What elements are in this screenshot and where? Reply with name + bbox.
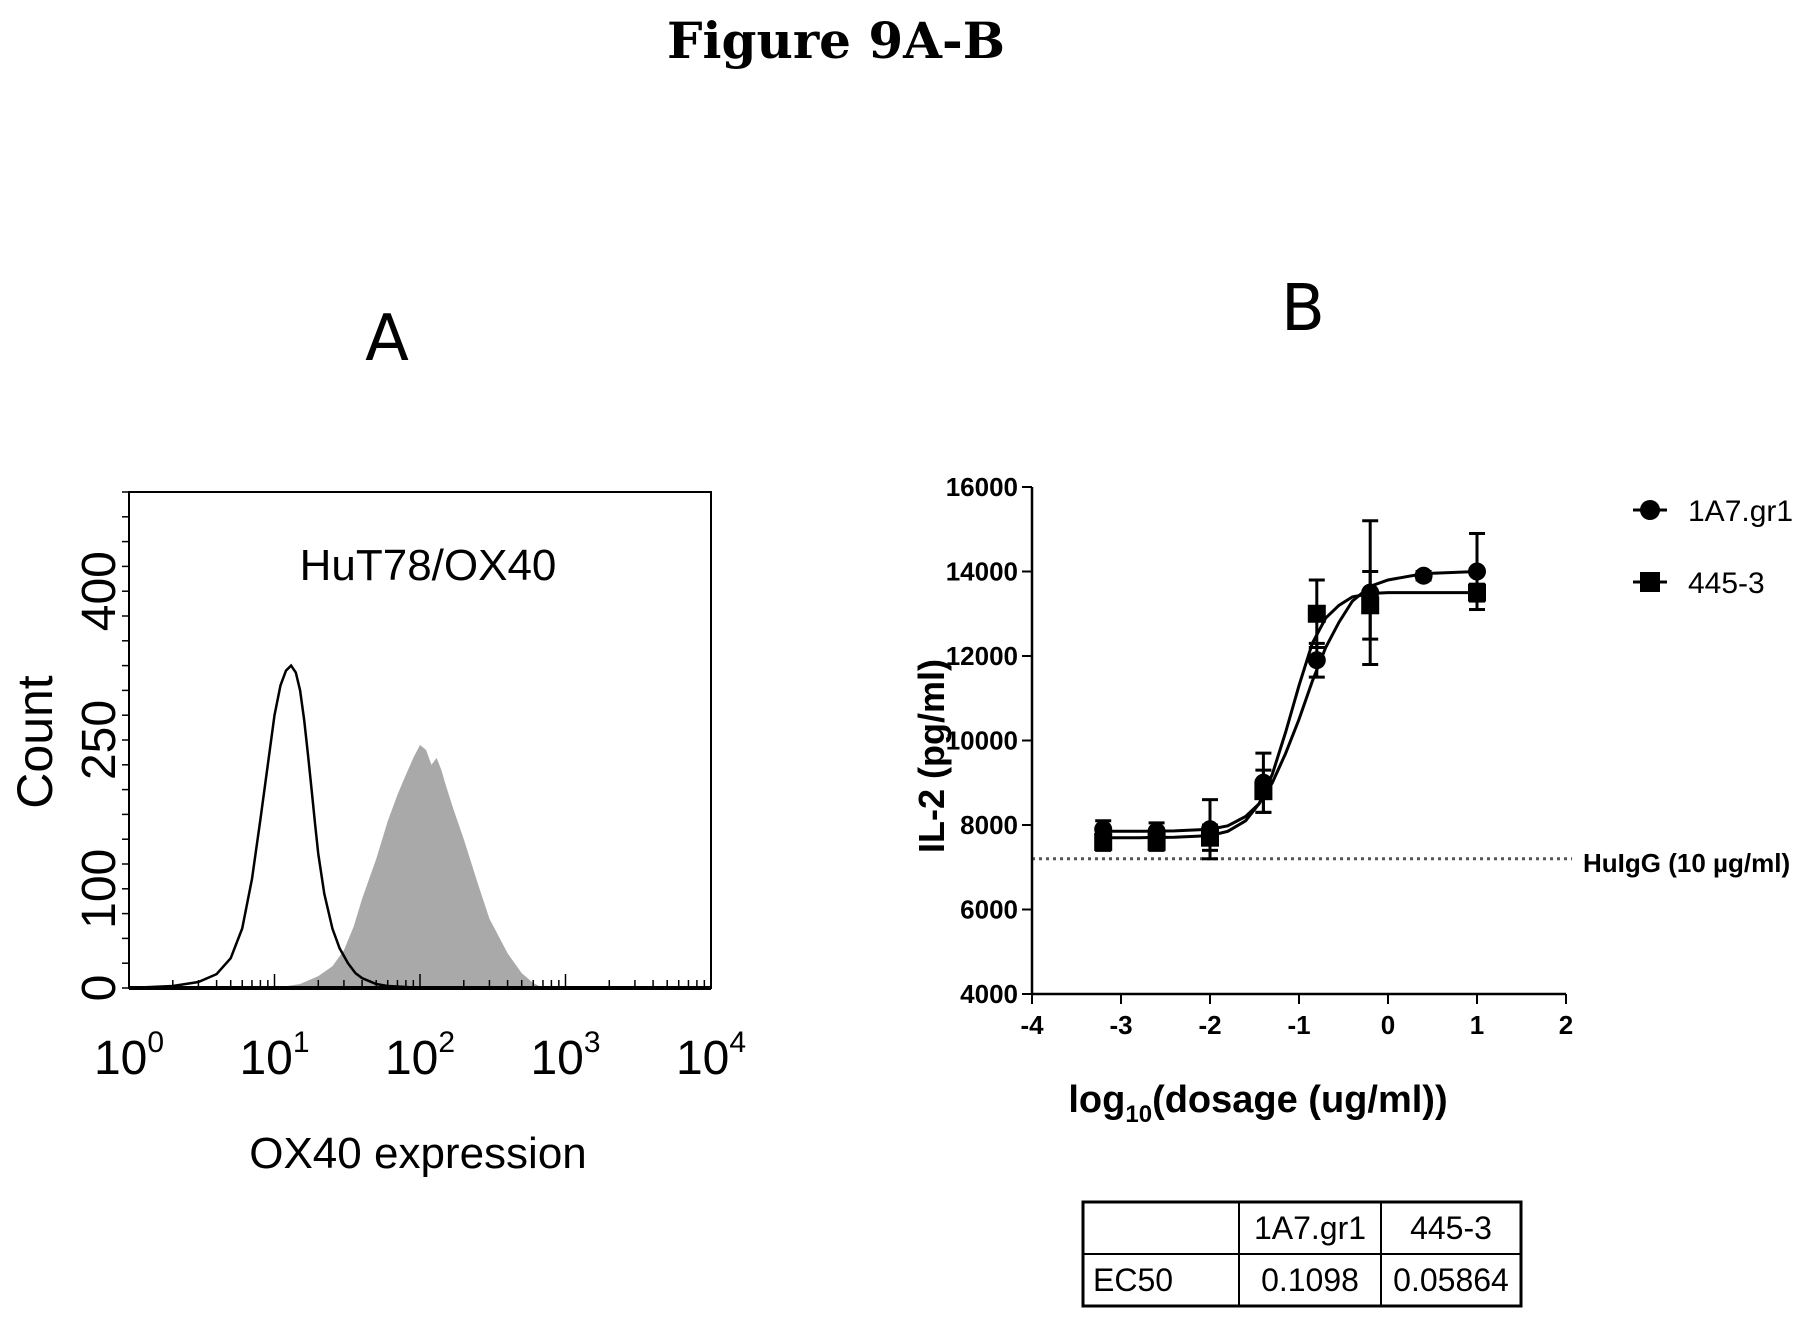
table-header-cell: 1A7.gr1 xyxy=(1254,1210,1366,1246)
tick-exponent: 2 xyxy=(438,1026,455,1059)
legend-label: 445-3 xyxy=(1688,567,1765,600)
data-point-square xyxy=(1468,583,1486,602)
dose-response-marks xyxy=(1094,519,1486,861)
fit-curve-square xyxy=(1103,591,1477,840)
tick-exponent: 3 xyxy=(584,1026,601,1059)
x-tick-label: -3 xyxy=(1109,1010,1132,1040)
histogram-y-tick-label: 0 xyxy=(73,975,126,1002)
panel-a-label: A xyxy=(365,302,409,376)
panel-b-label: B xyxy=(1281,272,1325,346)
histogram-filled-series xyxy=(274,745,711,988)
x-label-log: log xyxy=(1068,1079,1125,1121)
histogram-y-tick-label: 400 xyxy=(73,551,126,631)
dose-response-axes: 4000 6000 8000 10000 12000 14000 16000 -4 -3 -2 -1… xyxy=(946,472,1574,1040)
x-tick-label: -2 xyxy=(1198,1010,1221,1040)
histogram-marks xyxy=(128,663,711,990)
tick-base: 10 xyxy=(676,1032,729,1085)
histogram-x-tick-label: 103 xyxy=(530,1026,600,1085)
legend-marker-square xyxy=(1640,572,1660,592)
x-label-subscript: 10 xyxy=(1125,1101,1152,1128)
histogram-x-tick-label: 100 xyxy=(94,1026,164,1085)
x-tick-label: 2 xyxy=(1559,1010,1573,1040)
x-tick-label: 0 xyxy=(1381,1010,1395,1040)
data-point-square xyxy=(1254,782,1273,801)
table-cell: 0.1098 xyxy=(1261,1262,1359,1298)
x-tick-label: -4 xyxy=(1020,1010,1044,1040)
x-tick-label: 1 xyxy=(1470,1010,1484,1040)
reference-line-label: HuIgG (10 µg/ml) xyxy=(1583,848,1790,878)
tick-exponent: 1 xyxy=(293,1026,310,1059)
histogram-outline-series xyxy=(128,663,711,990)
histogram-y-axis-label: Count xyxy=(7,675,63,809)
dose-response-y-axis-label: IL-2 (pg/ml) xyxy=(911,659,952,853)
x-label-tail: (dosage (ug/ml)) xyxy=(1152,1079,1448,1121)
histogram-title: HuT78/OX40 xyxy=(300,541,557,590)
dose-response-x-axis-label: log10(dosage (ug/ml)) xyxy=(1068,1079,1447,1128)
table-cell: 0.05864 xyxy=(1393,1262,1509,1298)
tick-exponent: 0 xyxy=(147,1026,164,1059)
histogram-x-axis-label: OX40 expression xyxy=(249,1129,587,1178)
y-tick-label: 10000 xyxy=(946,726,1018,756)
tick-base: 10 xyxy=(385,1032,438,1085)
fit-curve-circle xyxy=(1103,570,1478,833)
data-point-square xyxy=(1361,596,1380,615)
figure-title: Figure 9A-B xyxy=(667,11,1005,70)
y-tick-label: 4000 xyxy=(960,979,1018,1009)
tick-base: 10 xyxy=(530,1032,583,1085)
y-tick-label: 14000 xyxy=(946,557,1018,587)
y-tick-label: 8000 xyxy=(960,810,1018,840)
histogram-y-tick-label: 250 xyxy=(73,700,126,780)
data-point-circle xyxy=(1307,651,1326,670)
ec50-table: 1A7.gr1 445-3 EC50 0.1098 0.05864 xyxy=(1081,1200,1523,1308)
histogram-x-tick-label: 104 xyxy=(676,1026,746,1085)
x-tick-label: -1 xyxy=(1287,1010,1310,1040)
legend: 1A7.gr1 445-3 xyxy=(1633,495,1793,600)
y-tick-label: 16000 xyxy=(946,472,1018,502)
legend-label: 1A7.gr1 xyxy=(1688,495,1793,528)
data-point-circle xyxy=(1468,562,1486,581)
data-point-square xyxy=(1147,832,1166,851)
histogram-x-tick-label: 102 xyxy=(385,1026,455,1085)
data-point-square xyxy=(1094,832,1113,851)
table-header-cell: 445-3 xyxy=(1410,1210,1492,1246)
tick-base: 10 xyxy=(94,1032,147,1085)
legend-marker-circle xyxy=(1640,500,1660,520)
tick-exponent: 4 xyxy=(729,1026,746,1059)
data-point-square xyxy=(1201,828,1219,847)
histogram-y-tick-label: 100 xyxy=(73,849,126,929)
histogram-x-tick-label: 101 xyxy=(239,1026,309,1085)
y-tick-label: 6000 xyxy=(960,895,1018,925)
data-point-square xyxy=(1307,604,1326,623)
tick-base: 10 xyxy=(239,1032,292,1085)
data-point-circle xyxy=(1414,566,1433,585)
dose-response-chart: 4000 6000 8000 10000 12000 14000 16000 -4 -3 -2 -1… xyxy=(911,472,1793,1308)
y-tick-label: 12000 xyxy=(946,641,1018,671)
table-cell: EC50 xyxy=(1093,1262,1173,1298)
